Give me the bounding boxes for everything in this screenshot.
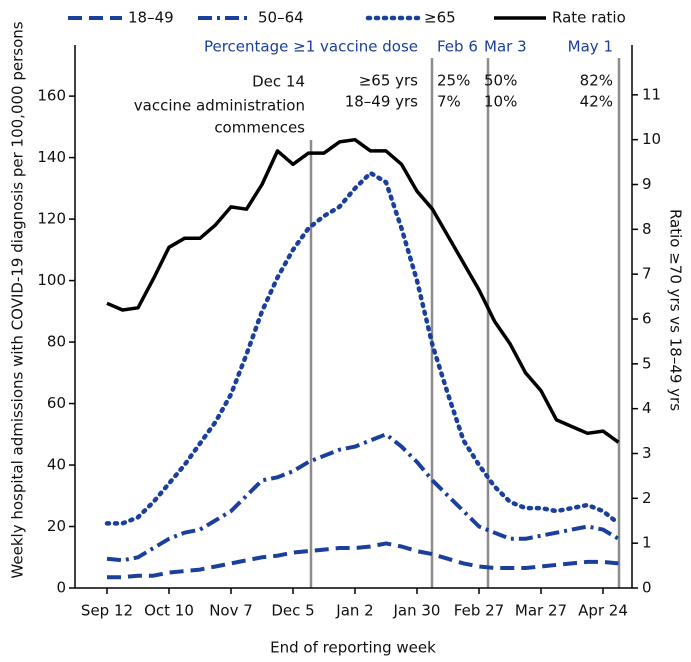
vaccine-date: May 1 (568, 38, 613, 56)
vaccine-percent: 42% (580, 93, 613, 111)
vaccine-row-label: ≥65 yrs (359, 72, 418, 90)
x-tick-label: Nov 7 (209, 602, 253, 620)
y2-tick-label: 11 (642, 85, 661, 103)
x-tick-label: Apr 24 (578, 602, 628, 620)
y2-tick-label: 0 (642, 579, 652, 597)
y-axis-title: Weekly hospital admissions with COVID-19… (9, 21, 27, 578)
series-line (107, 541, 619, 580)
x-tick-label: Jan 30 (393, 602, 441, 620)
x-tick-label: Jan 2 (335, 602, 373, 620)
start-note: commences (214, 119, 305, 137)
y2-tick-label: 6 (642, 310, 652, 328)
x-tick-label: Feb 27 (454, 602, 504, 620)
y-tick-label: 20 (47, 517, 66, 535)
y-tick-label: 0 (56, 579, 66, 597)
legend-label: 18–49 (128, 9, 174, 27)
y2-tick-label: 4 (642, 399, 652, 417)
y-tick-label: 60 (47, 394, 66, 412)
y-tick-label: 80 (47, 333, 66, 351)
x-axis-title: End of reporting week (270, 639, 436, 657)
x-tick-label: Mar 27 (515, 602, 567, 620)
vaccine-row-label: 18–49 yrs (345, 93, 418, 111)
legend-label: Rate ratio (552, 9, 626, 27)
x-tick-label: Sep 12 (81, 602, 133, 620)
y2-tick-label: 1 (642, 534, 652, 552)
series-line (104, 170, 621, 526)
y2-tick-label: 8 (642, 220, 652, 238)
vaccine-date: Mar 3 (484, 38, 527, 56)
y-tick-label: 40 (47, 456, 66, 474)
y2-tick-label: 3 (642, 444, 652, 462)
y-tick-label: 140 (37, 148, 66, 166)
start-note: Dec 14 (252, 73, 305, 91)
vaccine-percent: 25% (437, 72, 470, 90)
vaccine-percent: 82% (580, 72, 613, 90)
x-tick-label: Oct 10 (144, 602, 194, 620)
y2-tick-label: 9 (642, 175, 652, 193)
series-line (106, 137, 620, 444)
x-tick-label: Dec 5 (271, 602, 314, 620)
legend-label: 50–64 (258, 9, 304, 27)
y2-tick-label: 2 (642, 489, 652, 507)
y2-tick-label: 5 (642, 354, 652, 372)
y-tick-label: 100 (37, 271, 66, 289)
vaccine-percent: 10% (484, 93, 517, 111)
legend-label: ≥65 (424, 9, 456, 27)
y-tick-label: 160 (37, 87, 66, 105)
y2-tick-label: 7 (642, 265, 652, 283)
vaccine-title: Percentage ≥1 vaccine dose (204, 38, 418, 56)
vaccine-date: Feb 6 (437, 38, 478, 56)
y2-axis-title: Ratio ≥70 yrs vs 18–49 yrs (667, 209, 685, 411)
start-note: vaccine administration (134, 97, 305, 115)
series-line (106, 432, 620, 563)
vaccine-percent: 50% (484, 72, 517, 90)
y-tick-label: 120 (37, 210, 66, 228)
vaccine-percent: 7% (437, 93, 461, 111)
y2-tick-label: 10 (642, 130, 661, 148)
